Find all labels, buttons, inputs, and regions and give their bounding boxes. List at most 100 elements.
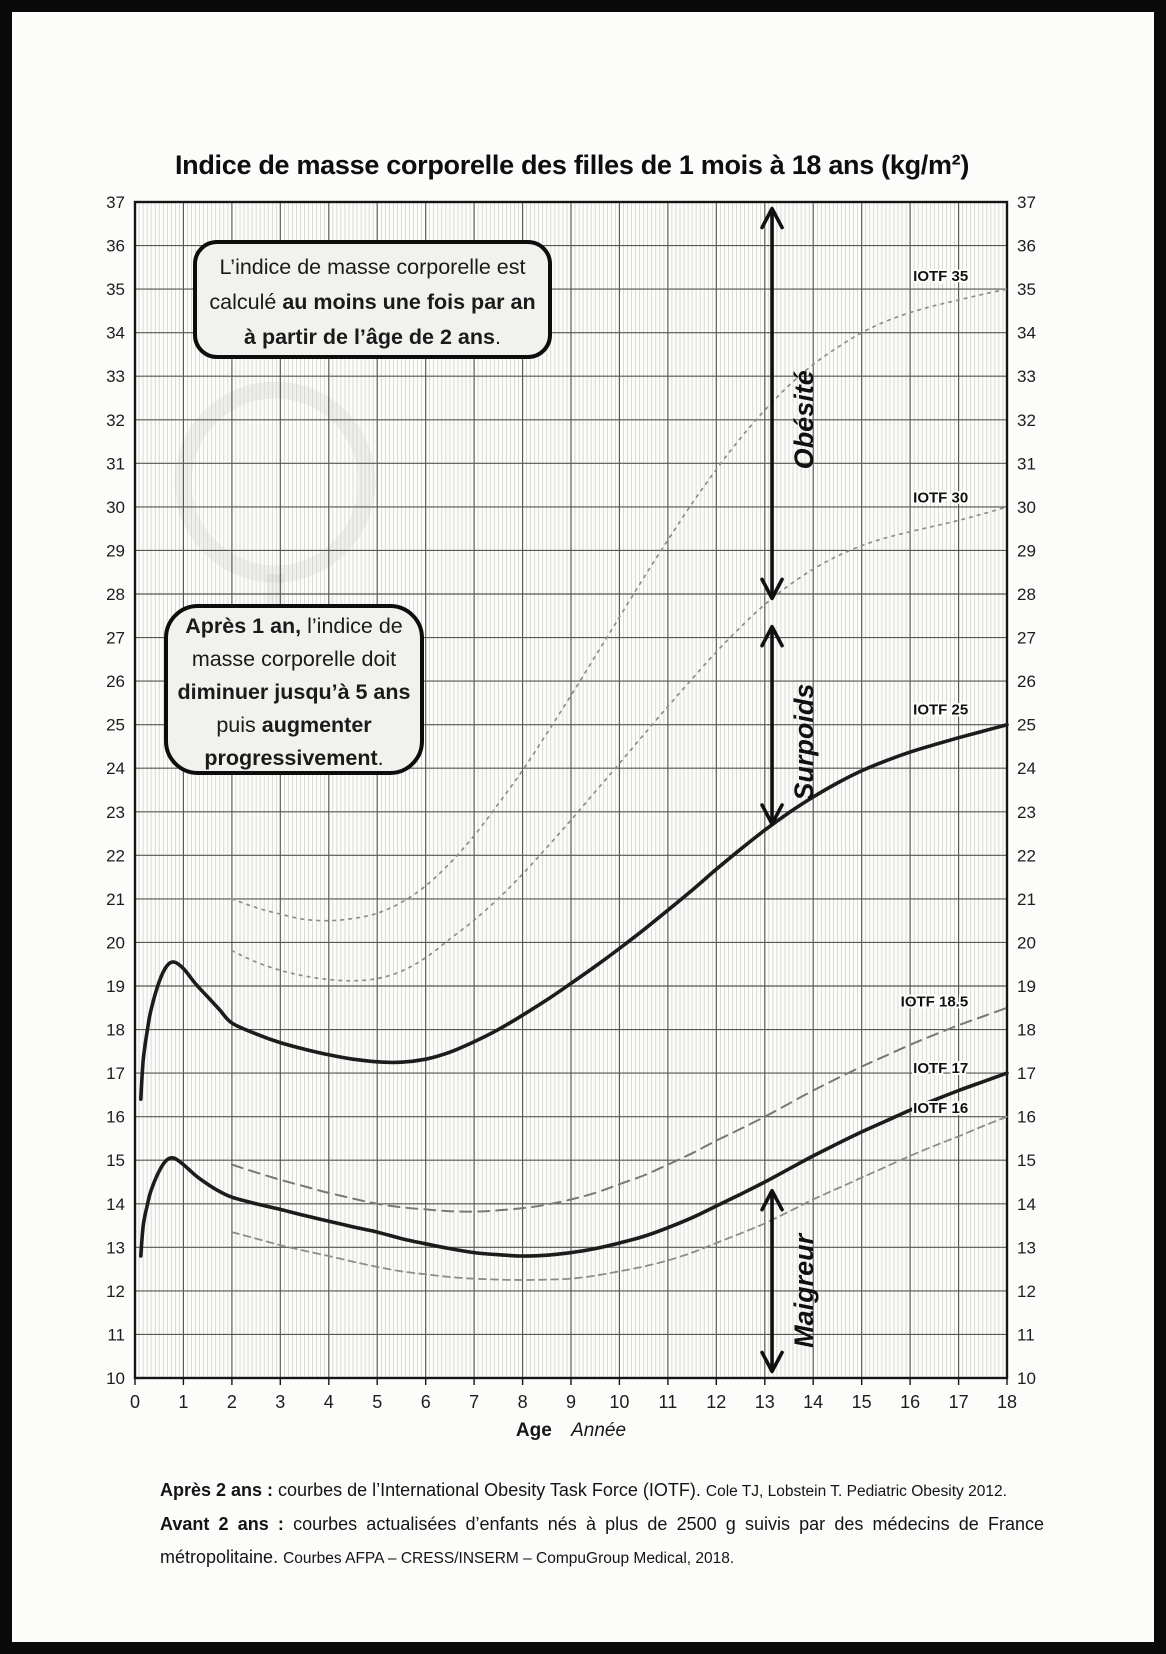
footer-note-after-2-years: Après 2 ans : courbes de l’International… — [160, 1474, 1044, 1508]
curve-labels: IOTF 35 IOTF 30 IOTF 25 IOTF 18.5 IOTF 17 IOT… — [899, 266, 971, 1119]
y-tick-label: 36 — [106, 237, 125, 256]
x-tick-label: 18 — [997, 1392, 1017, 1412]
zone-label-maigreur: Maigreur — [789, 1232, 819, 1348]
curve-label-iotf-30: IOTF 30 — [913, 489, 968, 506]
y-tick-label: 24 — [1017, 759, 1036, 778]
y-tick-label: 32 — [1017, 411, 1036, 430]
female-symbol-circle — [174, 381, 376, 583]
curve-label-iotf-25: IOTF 25 — [913, 701, 968, 718]
x-tick-label: 8 — [518, 1392, 528, 1412]
y-tick-label: 31 — [106, 454, 125, 473]
y-axis-labels-left: 10 11 12 13 14 15 16 17 18 19 20 21 22 23 24 25 26 27 28 29… — [106, 193, 125, 1388]
x-axis-unit-label: Année — [571, 1420, 627, 1441]
y-tick-label: 15 — [106, 1151, 125, 1170]
text-segment: augmenter progressivement — [204, 713, 378, 770]
zone-arrow-surpoids — [760, 624, 784, 826]
y-tick-label: 31 — [1017, 454, 1036, 473]
curve-iotf-16 — [231, 1115, 1008, 1281]
y-tick-label: 22 — [1017, 846, 1036, 865]
x-tick-label: 11 — [659, 1392, 678, 1412]
curve-iotf-30 — [231, 506, 1008, 982]
y-tick-label: 29 — [106, 541, 125, 560]
y-tick-label: 17 — [1017, 1064, 1036, 1083]
grid-minor-vertical — [138, 202, 1004, 1378]
text-segment: L’indice de masse corporelle est calculé — [209, 255, 526, 314]
y-tick-label: 10 — [1017, 1369, 1036, 1388]
y-tick-label: 19 — [1017, 977, 1036, 996]
y-tick-label: 34 — [106, 324, 125, 343]
x-tick-label: 5 — [372, 1392, 382, 1412]
y-tick-label: 15 — [1017, 1151, 1036, 1170]
x-tick-label: 16 — [900, 1392, 920, 1412]
y-tick-label: 21 — [1017, 890, 1036, 909]
curve-iotf-35 — [231, 288, 1008, 922]
text-segment: au moins une fois par an à partir de l’â… — [244, 290, 536, 349]
y-tick-label: 11 — [1017, 1325, 1035, 1344]
y-tick-label: 16 — [1017, 1108, 1036, 1127]
y-tick-label: 14 — [1017, 1195, 1036, 1214]
text-segment: Avant 2 ans : — [160, 1514, 294, 1534]
x-tick-label: 2 — [227, 1392, 237, 1412]
text-segment: courbes de l’International Obesity Task … — [278, 1480, 706, 1500]
zone-arrow-maigreur — [760, 1188, 784, 1374]
bmi-chart: 10 11 12 13 14 15 16 17 18 19 20 21 22 23 24 25 26 27 28 29… — [12, 12, 1154, 1642]
arrowhead-down-icon — [760, 577, 784, 601]
y-tick-label: 16 — [106, 1108, 125, 1127]
y-tick-label: 27 — [1017, 629, 1036, 648]
callout-bmi-evolution-note: Après 1 an, l’indice de masse corporelle… — [164, 604, 424, 775]
y-tick-label: 18 — [1017, 1021, 1036, 1040]
bmi-curves — [139, 288, 1009, 1281]
text-segment: diminuer jusqu’à 5 ans — [177, 680, 411, 704]
x-axis-label: Age — [515, 1420, 552, 1441]
y-tick-label: 33 — [106, 367, 125, 386]
y-tick-label: 13 — [106, 1238, 125, 1257]
text-segment: courbes actualisées d’enfants nés à plus… — [160, 1514, 1044, 1567]
y-tick-label: 12 — [106, 1282, 125, 1301]
x-tick-label: 17 — [949, 1392, 969, 1412]
arrowhead-up-icon — [760, 624, 784, 648]
y-tick-label: 29 — [1017, 541, 1036, 560]
arrowhead-up-icon — [760, 206, 784, 230]
x-tick-label: 10 — [609, 1392, 629, 1412]
y-tick-label: 26 — [1017, 672, 1036, 691]
page-title: Indice de masse corporelle des filles de… — [174, 150, 970, 180]
text-segment: Courbes AFPA – CRESS/INSERM – CompuGroup… — [283, 1550, 735, 1567]
text-segment: Après 2 ans : — [160, 1480, 279, 1500]
y-tick-label: 25 — [1017, 716, 1036, 735]
y-tick-label: 30 — [1017, 498, 1036, 517]
footer-note-before-2-years: Avant 2 ans : courbes actualisées d’enfa… — [160, 1508, 1044, 1575]
text-segment: . — [377, 746, 384, 770]
x-tick-label: 14 — [803, 1392, 823, 1412]
x-tick-label: 3 — [275, 1392, 285, 1412]
zone-label-surpoids: Surpoids — [789, 684, 819, 801]
y-tick-label: 23 — [106, 803, 125, 822]
y-tick-label: 10 — [106, 1369, 125, 1388]
y-tick-label: 24 — [106, 759, 125, 778]
zone-arrow-obesite — [760, 206, 784, 601]
y-tick-label: 33 — [1017, 367, 1036, 386]
x-axis-caption: Age Année — [135, 1420, 1007, 1442]
arrowhead-down-icon — [760, 1350, 784, 1374]
y-tick-label: 35 — [1017, 280, 1036, 299]
y-tick-label: 30 — [106, 498, 125, 517]
arrowhead-up-icon — [760, 1188, 784, 1212]
x-tick-label: 4 — [324, 1392, 334, 1412]
y-axis-labels-right: 10 11 12 13 14 15 16 17 18 19 20 21 22 23 24 25 26 27 28 29… — [1017, 193, 1036, 1388]
y-tick-label: 12 — [1017, 1282, 1036, 1301]
y-tick-label: 14 — [106, 1195, 125, 1214]
x-axis-ticks — [134, 1378, 1008, 1385]
text-segment: . — [494, 325, 501, 349]
y-tick-label: 13 — [1017, 1238, 1036, 1257]
curve-label-iotf-35: IOTF 35 — [913, 268, 968, 285]
x-tick-label: 9 — [566, 1392, 576, 1412]
y-tick-label: 34 — [1017, 324, 1036, 343]
y-tick-label: 37 — [106, 193, 125, 212]
y-tick-label: 18 — [106, 1021, 125, 1040]
curve-label-iotf-16: IOTF 16 — [913, 1100, 968, 1117]
curve-label-iotf-17: IOTF 17 — [913, 1060, 968, 1077]
y-tick-label: 11 — [107, 1325, 125, 1344]
curve-iotf-18-5 — [230, 1006, 1008, 1213]
y-tick-label: 21 — [106, 890, 125, 909]
y-tick-label: 36 — [1017, 237, 1036, 256]
y-tick-label: 35 — [106, 280, 125, 299]
